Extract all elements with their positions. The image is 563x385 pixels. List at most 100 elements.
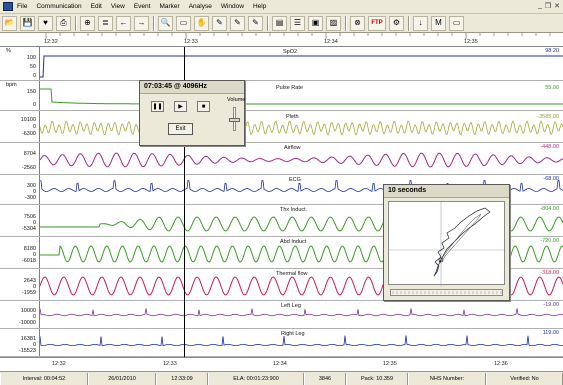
menu-bar: File Communication Edit View Event Marke… (0, 0, 563, 14)
channel-title: Thx Induct. (280, 207, 308, 213)
channel-axis: 8704 -2560 (0, 143, 40, 174)
toolbar: 📂 💾 ♥ ⎙ ⊕ ≣ ← → 🔍 ▭ ✋ ✎ ✎ ✎ ▤ ☰ ▣ ▨ ⊗ FT… (0, 14, 563, 33)
menu-communication[interactable]: Communication (36, 3, 82, 10)
channel-pulse-rate[interactable]: bpm 150 0 Pulse Rate 55.00 (0, 81, 563, 111)
hand-icon[interactable]: ✋ (194, 15, 209, 31)
axis-top-label: 150 (26, 89, 36, 95)
save-icon[interactable]: 💾 (20, 15, 35, 31)
open-folder-icon[interactable]: 📂 (2, 15, 17, 31)
channel-value: 119.00 (542, 330, 559, 336)
loop-scrollbar[interactable] (390, 289, 503, 296)
trace-airflow (40, 152, 563, 168)
axis-mid-label: 0 (32, 189, 36, 195)
zoom-icon[interactable]: ⊕ (80, 15, 95, 31)
loop-marker (438, 257, 444, 263)
select-icon[interactable]: ▭ (176, 15, 191, 31)
ruler-bottom-label: 12:34 (273, 361, 287, 367)
marker-c-icon[interactable]: ✎ (248, 15, 263, 31)
ruler-bottom-label: 12:36 (494, 361, 508, 367)
axis-mid-label: 0 (32, 124, 36, 130)
close-icon[interactable]: ✕ (554, 3, 560, 10)
trace-pulse-rate (40, 88, 563, 105)
channel-left-leg[interactable]: 10000 0 -10000 Left Leg -19.00 (0, 301, 563, 329)
axis-bottom-label: 0 (32, 73, 36, 79)
channel-pleth[interactable]: 10100 0 -6300 Pleth -3585.00 (0, 111, 563, 143)
channel-axis: 7506 0 -5304 (0, 205, 40, 236)
axis-top-label: 8180 (23, 246, 36, 252)
status-pack: Pack: 10.359 (346, 372, 408, 385)
channel-right-leg[interactable]: 16381 0 -15523 Right Leg 119.00 (0, 329, 563, 357)
arrow-left-icon[interactable]: ← (116, 15, 131, 31)
channel-axis: 10100 0 -6300 (0, 111, 40, 142)
status-epoch: 3846 (304, 372, 346, 385)
menu-window[interactable]: Window (220, 3, 244, 10)
restore-icon[interactable]: ❐ (544, 3, 552, 10)
marker-b-icon[interactable]: ✎ (230, 15, 245, 31)
channel-title: Airflow (284, 145, 301, 151)
channel-title: Pulse Rate (276, 85, 303, 91)
ruler-top-ticks (45, 33, 551, 39)
channel-title: Left Leg (281, 303, 301, 309)
channel-title: Abd Induct (280, 239, 307, 245)
volume-slider-thumb[interactable] (229, 118, 240, 122)
trace-spo2 (40, 55, 563, 78)
channel-icon[interactable]: ≣ (98, 15, 113, 31)
channel-spo2[interactable]: % 100 50 0 SpO2 98.20 (0, 47, 563, 81)
axis-top-label: 10000 (20, 308, 36, 314)
image-icon[interactable]: ▣ (308, 15, 323, 31)
marker-m-icon[interactable]: M (431, 15, 446, 31)
play-button[interactable]: ▶ (174, 101, 187, 112)
tools-icon[interactable]: ⚙ (389, 15, 404, 31)
stop-button[interactable]: ■ (197, 101, 210, 112)
exit-button[interactable]: Exit (168, 123, 193, 135)
axis-mid-label: 0 (32, 342, 36, 348)
menu-marker[interactable]: Marker (159, 3, 180, 10)
loop-window[interactable]: 10 seconds (383, 184, 510, 301)
axis-mid-label: 0 (32, 284, 36, 290)
channel-airflow[interactable]: 8704 -2560 Airflow -448.00 (0, 143, 563, 175)
montage-icon[interactable]: ☰ (290, 15, 305, 31)
arrow-right-icon[interactable]: → (134, 15, 149, 31)
sleep-icon[interactable]: ⊗ (350, 15, 365, 31)
axis-bottom-label: -5304 (21, 226, 36, 232)
axis-bottom-label: -2560 (21, 165, 36, 171)
menu-file[interactable]: File (17, 3, 28, 10)
menu-edit[interactable]: Edit (90, 3, 102, 10)
toolbar-separator (408, 15, 410, 31)
axis-bottom-label: -10000 (18, 320, 36, 326)
menu-event[interactable]: Event (133, 3, 151, 10)
ruler-top-label: 12:33 (184, 39, 198, 45)
channel-title: Right Leg (281, 331, 305, 337)
menu-view[interactable]: View (110, 3, 125, 10)
time-cursor[interactable] (184, 47, 185, 357)
window-controls: _ ❐ ✕ (538, 2, 560, 10)
axis-bottom-label: -1959 (21, 290, 36, 296)
ftp-icon[interactable]: FTP (368, 15, 386, 31)
print-icon[interactable]: ⎙ (56, 15, 71, 31)
heart-icon[interactable]: ♥ (38, 15, 53, 31)
axis-top-label: 8704 (23, 151, 36, 157)
audio-playback-dialog[interactable]: 07:03:45 @ 4096Hz ❚❚ ▶ ■ Volume Exit (139, 80, 245, 146)
channel-title: Thermal flow (276, 271, 308, 277)
menu-help[interactable]: Help (252, 3, 267, 10)
menu-analyse[interactable]: Analyse (188, 3, 212, 10)
mark-icon[interactable]: ✎ (212, 15, 227, 31)
magnifier-icon[interactable]: 🔍 (158, 15, 173, 31)
axis-bottom-label: 0 (32, 102, 36, 108)
axis-bottom-label: -15523 (18, 348, 36, 354)
axis-bottom-label: -300 (24, 195, 36, 201)
status-time: 12:33:09 (156, 372, 208, 385)
channel-value: -448.00 (540, 144, 559, 150)
axis-top-label: 100 (26, 55, 36, 61)
report-icon[interactable]: ▤ (272, 15, 287, 31)
ruler-top-label: 12:34 (324, 39, 338, 45)
pause-button[interactable]: ❚❚ (151, 101, 164, 112)
minimize-icon[interactable]: _ (537, 2, 542, 9)
channel-value: -3585.00 (537, 114, 559, 120)
pdf-icon[interactable]: ▨ (326, 15, 341, 31)
channel-axis: 8180 0 -6018 (0, 237, 40, 268)
status-nhs-number: NHS Number: (408, 372, 486, 385)
monitor-icon[interactable]: ▭ (449, 15, 464, 31)
axis-top-label: 300 (26, 183, 36, 189)
download-icon[interactable]: ↓ (413, 15, 428, 31)
